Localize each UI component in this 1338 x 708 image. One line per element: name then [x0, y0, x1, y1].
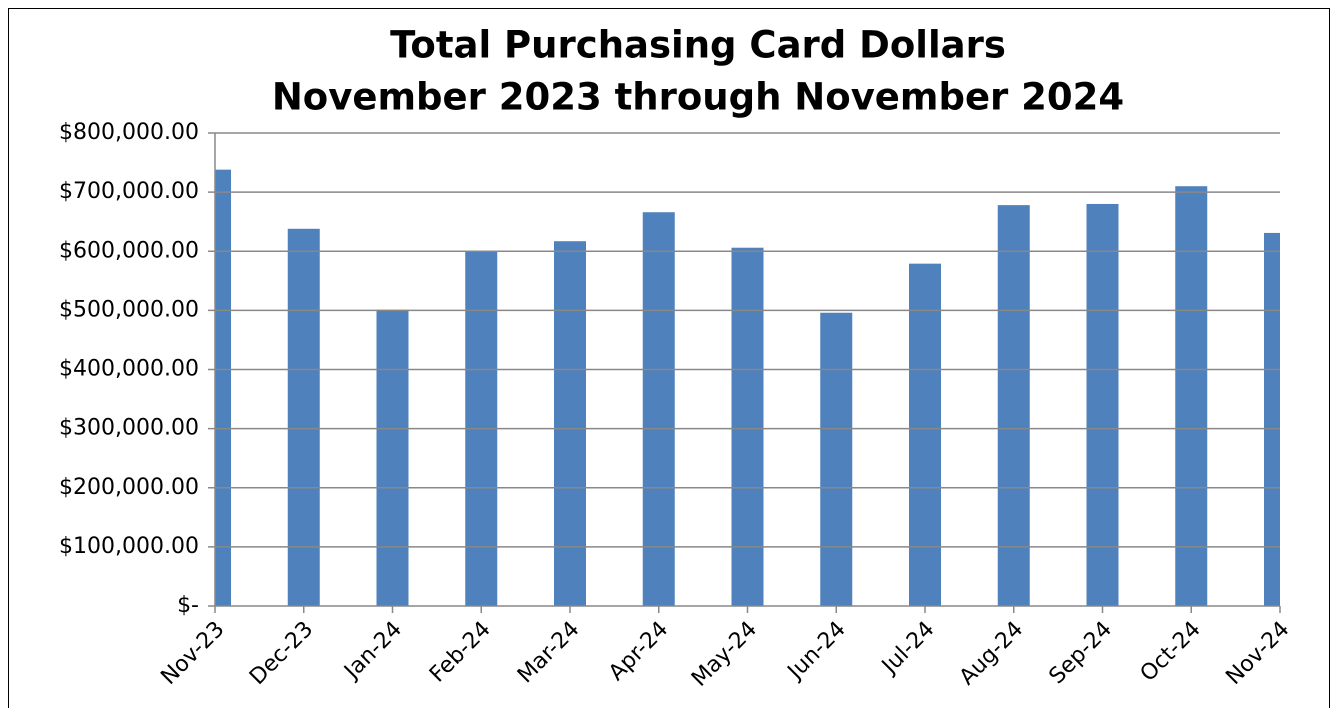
bar	[731, 247, 764, 606]
chart-frame	[8, 8, 1330, 708]
y-tick-label: $800,000.00	[59, 120, 199, 145]
x-tick-label: Mar-24	[513, 617, 584, 688]
y-tick-label: $700,000.00	[59, 179, 199, 204]
bar	[1264, 232, 1280, 606]
bar	[287, 228, 320, 606]
bar	[215, 169, 231, 606]
bar	[1175, 186, 1208, 606]
bar	[642, 212, 675, 606]
x-tick-label: Sep-24	[1045, 617, 1117, 689]
chart-subtitle: November 2023 through November 2024	[272, 76, 1124, 119]
x-tick-label: May-24	[687, 617, 762, 692]
x-tick-label: Feb-24	[425, 617, 496, 688]
chart-title: Total Purchasing Card Dollars	[390, 24, 1006, 67]
x-tick-label: Oct-24	[1136, 617, 1206, 687]
bar	[554, 241, 586, 606]
bar	[909, 263, 941, 606]
x-tick-label: Aug-24	[955, 617, 1028, 690]
x-tick-label: Jun-24	[782, 617, 851, 686]
bar	[1086, 203, 1119, 606]
bar	[820, 312, 853, 606]
y-tick-label: $300,000.00	[59, 416, 199, 441]
bars	[215, 169, 1280, 606]
x-tick-label: Apr-24	[604, 617, 673, 686]
bar	[376, 309, 409, 606]
y-tick-label: $400,000.00	[59, 357, 199, 382]
y-tick-label: $600,000.00	[59, 238, 199, 263]
x-tick-label: Nov-23	[156, 617, 229, 690]
x-tick-label: Jan-24	[338, 617, 406, 685]
x-tick-label: Jul-24	[876, 617, 939, 680]
y-tick-label: $500,000.00	[59, 297, 199, 322]
bar	[997, 205, 1030, 606]
x-tick-label: Dec-23	[245, 617, 318, 690]
x-tick-label: Nov-24	[1221, 617, 1294, 690]
y-tick-label: $200,000.00	[59, 475, 199, 500]
y-tick-label: $100,000.00	[59, 534, 199, 559]
y-tick-label: $-	[177, 593, 199, 618]
